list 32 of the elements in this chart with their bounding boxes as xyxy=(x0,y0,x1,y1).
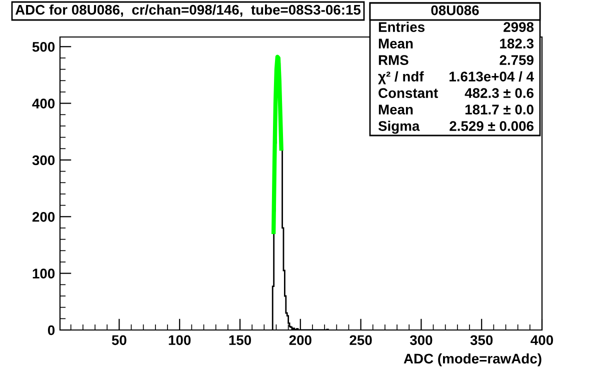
annotation: 182.3 xyxy=(500,38,534,48)
annotation: Sigma xyxy=(378,120,420,134)
annotation: 2.759 xyxy=(500,55,534,65)
annotation: 1.613e+04 / 4 xyxy=(450,71,534,82)
y-tick-label: 300 xyxy=(32,155,55,166)
x-tick-label: 400 xyxy=(530,335,554,346)
text: Entries xyxy=(378,22,425,32)
x-tick-label: 150 xyxy=(229,335,252,346)
x-tick-label: 200 xyxy=(289,335,312,346)
y-tick-label: 500 xyxy=(32,42,55,52)
y-tick-label: 400 xyxy=(32,98,55,108)
annotation: 2.529 ± 0.006 xyxy=(450,121,534,131)
annotation: Mean xyxy=(378,38,413,48)
text: 2998 xyxy=(504,22,534,32)
annotation: 181.7 ± 0.0 xyxy=(465,104,534,114)
x-tick-label: 350 xyxy=(470,335,493,346)
annotation: RMS xyxy=(378,55,408,65)
text: 08U086 xyxy=(431,5,479,16)
annotation: χ² / ndf xyxy=(378,71,424,84)
chart-title: ADC for 08U086, cr/chan=098/146, tube=08S3-06:15 xyxy=(15,4,361,17)
x-tick-label: 50 xyxy=(112,335,126,346)
y-tick-label: 100 xyxy=(32,268,55,278)
annotation: Constant xyxy=(378,88,438,98)
annotation: Mean xyxy=(378,104,413,114)
x-tick-label: 250 xyxy=(350,335,372,346)
x-tick-label: 100 xyxy=(168,335,191,346)
y-tick-label: 0 xyxy=(48,325,55,336)
annotation: 482.3 ± 0.6 xyxy=(464,88,534,98)
x-axis-title: ADC (mode=rawAdc) xyxy=(404,353,542,366)
y-tick-label: 200 xyxy=(32,212,55,222)
line-series xyxy=(271,54,284,234)
x-tick-label: 300 xyxy=(410,335,432,346)
